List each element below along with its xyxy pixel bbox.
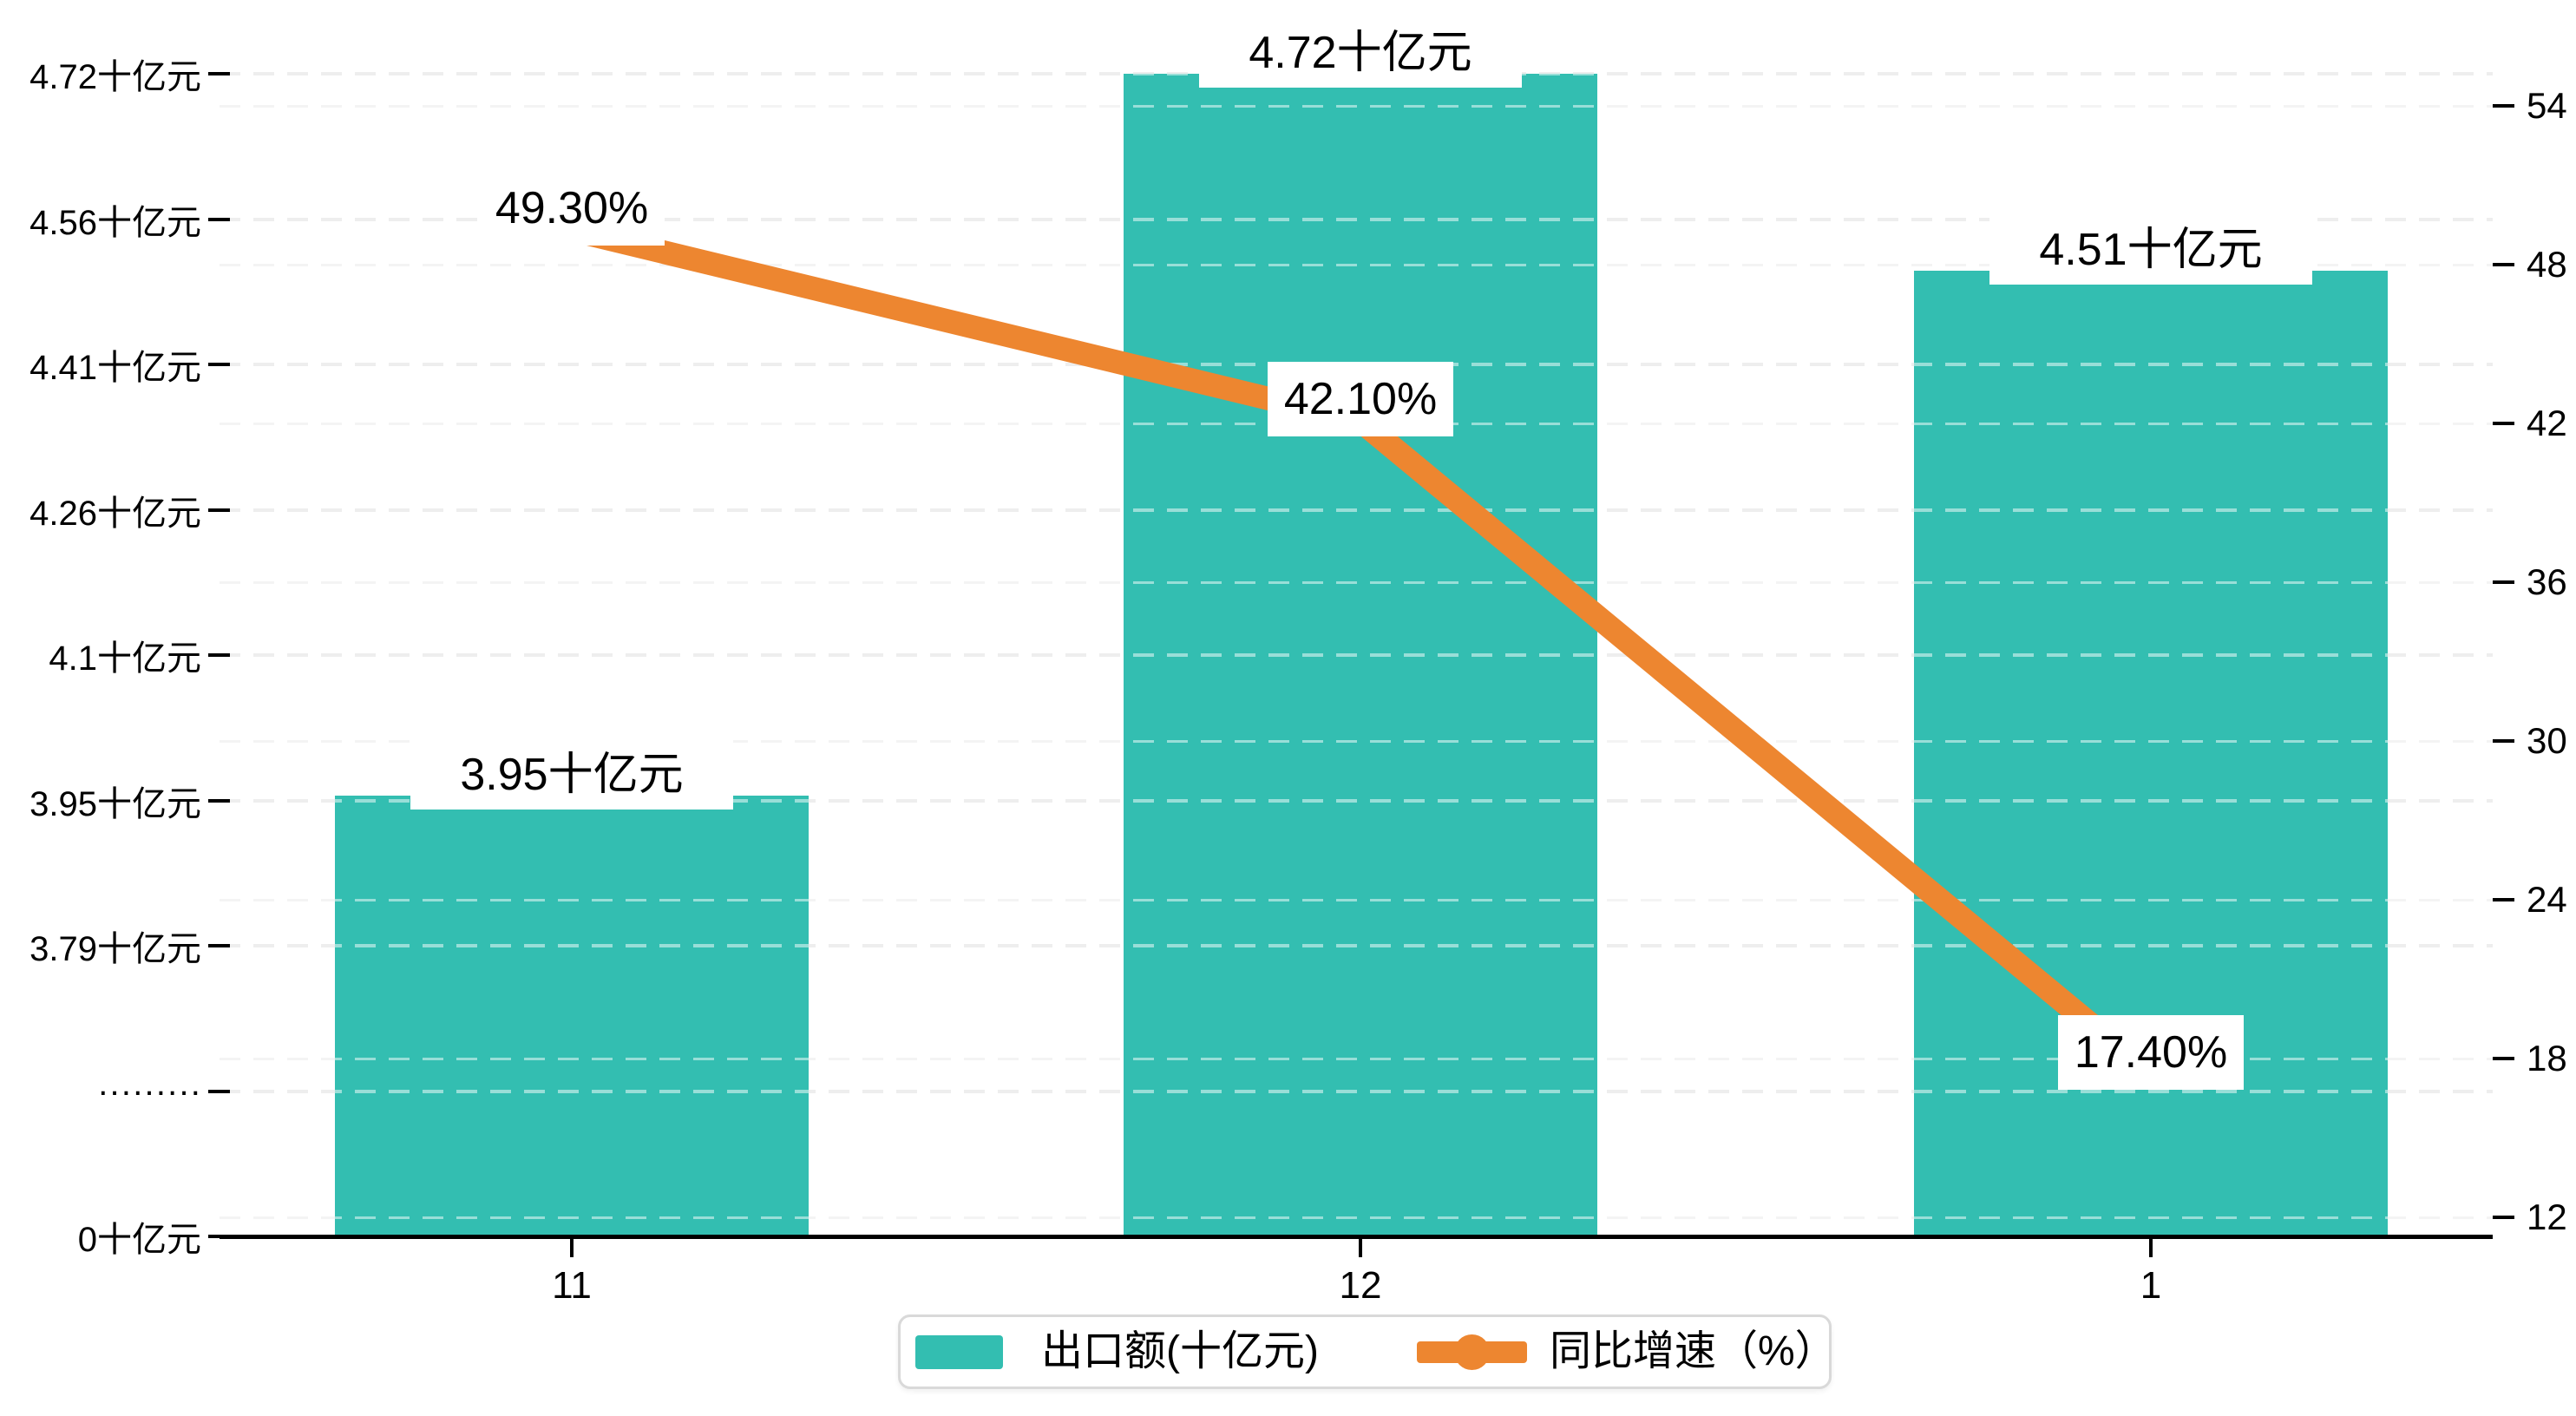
right-axis-label: 24	[2527, 879, 2567, 920]
left-axis-label: 4.72十亿元	[29, 58, 201, 96]
right-axis-label: 54	[2527, 85, 2567, 126]
right-axis-label: 36	[2527, 561, 2567, 602]
left-axis-label: 3.95十亿元	[29, 785, 201, 823]
trend-line	[560, 218, 2163, 1086]
left-axis-label: 4.1十亿元	[49, 639, 201, 678]
bar-11	[335, 796, 809, 1236]
legend-item-export-label[interactable]: 出口额(十亿元)	[1041, 1328, 1319, 1374]
right-axis-tick	[2493, 422, 2514, 425]
left-axis-label: 4.41十亿元	[29, 349, 201, 387]
left-axis-tick	[208, 1090, 230, 1093]
right-axis-tick	[2493, 739, 2514, 743]
right-axis-label: 18	[2527, 1038, 2567, 1078]
left-axis-tick	[208, 72, 230, 75]
left-axis-tick	[208, 799, 230, 803]
left-axis-label: 4.26十亿元	[29, 495, 201, 533]
x-axis-tick	[1359, 1236, 1362, 1257]
x-axis-label: 12	[1339, 1264, 1382, 1307]
right-axis-tick	[2493, 898, 2514, 901]
legend-bar-swatch[interactable]	[915, 1335, 1003, 1369]
right-axis-tick	[2493, 1057, 2514, 1060]
left-axis-tick	[208, 944, 230, 947]
line-value-label: 42.10%	[1268, 362, 1453, 436]
left-axis-label: 4.56十亿元	[29, 204, 201, 242]
bar-value-label: 4.72十亿元	[1199, 8, 1522, 88]
right-axis-tick	[2493, 1216, 2514, 1219]
right-axis-tick	[2493, 104, 2514, 108]
bar-value-label: 4.51十亿元	[1989, 205, 2312, 285]
legend-item-growth-label[interactable]: 同比增速（%）	[1550, 1328, 1837, 1374]
left-axis-tick	[208, 508, 230, 512]
legend-line-dot-icon	[1454, 1334, 1490, 1370]
left-axis-tick	[208, 218, 230, 221]
left-axis-label: 0十亿元	[77, 1221, 201, 1259]
left-axis-label: 3.79十亿元	[29, 930, 201, 968]
left-axis-tick	[208, 1235, 230, 1238]
right-axis-label: 30	[2527, 720, 2567, 761]
x-axis-line	[220, 1235, 2493, 1239]
x-axis-label: 11	[552, 1264, 592, 1307]
right-axis-tick	[2493, 580, 2514, 584]
x-axis-tick	[2149, 1236, 2153, 1257]
left-axis-label: ·········	[97, 1072, 201, 1111]
left-axis-tick	[208, 363, 230, 366]
line-value-label: 49.30%	[479, 171, 665, 246]
line-value-label: 17.40%	[2058, 1015, 2244, 1090]
right-axis-label: 48	[2527, 244, 2567, 285]
right-axis-label: 42	[2527, 403, 2567, 443]
bar-value-label: 3.95十亿元	[410, 730, 733, 810]
left-axis-tick	[208, 653, 230, 657]
legend-line-icon[interactable]	[1417, 1317, 1564, 1386]
legend: 出口额(十亿元) 同比增速（%）	[898, 1314, 1837, 1389]
x-axis-label: 1	[2140, 1264, 2162, 1307]
right-axis-tick	[2493, 263, 2514, 266]
x-axis-tick	[570, 1236, 574, 1257]
right-axis-label: 12	[2527, 1196, 2567, 1237]
